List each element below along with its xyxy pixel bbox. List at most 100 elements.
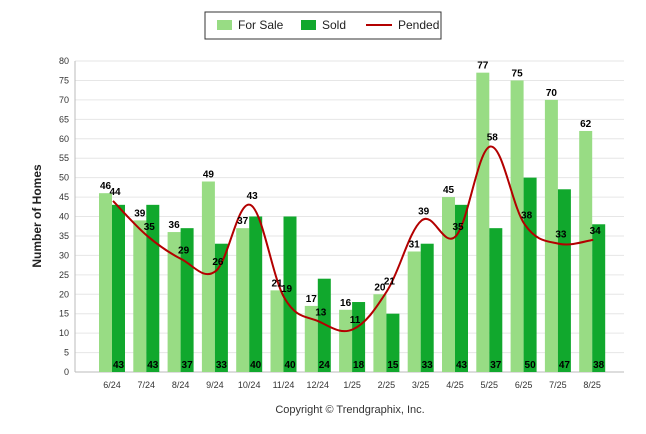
x-tick-label: 8/24 <box>172 380 190 390</box>
data-label-for-sale: 16 <box>340 298 352 309</box>
data-label-for-sale: 75 <box>512 68 524 79</box>
y-tick-label: 70 <box>59 95 69 105</box>
data-label-pended: 35 <box>452 222 464 233</box>
y-tick-label: 20 <box>59 289 69 299</box>
data-label-for-sale: 17 <box>306 294 318 305</box>
y-tick-label: 25 <box>59 270 69 280</box>
copyright-text: Copyright © Trendgraphix, Inc. <box>275 404 424 416</box>
bar-sold <box>489 228 503 372</box>
data-label-pended: 21 <box>384 276 396 287</box>
data-label-pended: 39 <box>418 206 430 217</box>
y-tick-label: 40 <box>59 212 69 222</box>
data-label-pended: 44 <box>109 187 121 198</box>
y-tick-label: 60 <box>59 134 69 144</box>
data-label-sold: 37 <box>182 360 194 371</box>
bars <box>99 72 606 372</box>
legend: For Sale Sold Pended <box>204 11 442 40</box>
y-tick-label: 0 <box>64 367 69 377</box>
bar-sold <box>214 243 228 372</box>
bar-sold <box>317 278 331 372</box>
legend-swatch-for-sale <box>217 20 232 30</box>
x-tick-label: 3/25 <box>412 380 430 390</box>
data-label-sold: 40 <box>284 360 296 371</box>
x-tick-label: 1/25 <box>343 380 361 390</box>
pended-line-group <box>112 145 594 333</box>
pended-line <box>112 145 594 333</box>
data-label-pended: 33 <box>555 230 567 241</box>
data-label-pended: 43 <box>247 191 259 202</box>
bar-for-sale <box>99 193 112 372</box>
y-tick-label: 50 <box>59 173 69 183</box>
data-label-pended: 38 <box>521 210 533 221</box>
bar-for-sale <box>167 232 181 372</box>
bar-sold <box>523 177 537 372</box>
data-label-for-sale: 20 <box>374 282 386 293</box>
x-tick-label: 5/25 <box>481 380 499 390</box>
data-label-sold: 38 <box>593 360 605 371</box>
data-label-for-sale: 62 <box>580 119 592 130</box>
y-tick-label: 30 <box>59 250 69 260</box>
data-label-pended: 35 <box>144 222 156 233</box>
data-label-sold: 50 <box>525 360 537 371</box>
data-label-for-sale: 36 <box>169 220 181 231</box>
y-tick-label: 55 <box>59 153 69 163</box>
bar-for-sale <box>579 130 593 372</box>
x-tick-label: 12/24 <box>307 380 330 390</box>
bar-sold <box>455 204 468 372</box>
y-axis-title: Number of Homes <box>30 164 44 268</box>
bar-for-sale <box>270 290 284 372</box>
data-label-sold: 18 <box>353 360 365 371</box>
legend-label-for-sale: For Sale <box>238 18 284 32</box>
x-tick-label: 4/25 <box>446 380 464 390</box>
data-label-sold: 43 <box>456 360 468 371</box>
x-tick-label: 10/24 <box>238 380 261 390</box>
data-label-sold: 24 <box>319 360 331 371</box>
data-label-pended: 34 <box>590 226 602 237</box>
bar-for-sale <box>201 181 215 372</box>
x-tick-label: 8/25 <box>583 380 601 390</box>
bar-for-sale <box>442 197 455 372</box>
bar-for-sale <box>304 305 318 372</box>
data-label-for-sale: 46 <box>100 181 112 192</box>
legend-label-sold: Sold <box>322 18 346 32</box>
y-tick-label: 75 <box>59 75 69 85</box>
y-tick-label: 35 <box>59 231 69 241</box>
data-label-for-sale: 77 <box>477 61 489 72</box>
x-tick-label: 9/24 <box>206 380 224 390</box>
bar-sold <box>592 224 606 372</box>
data-label-sold: 33 <box>216 360 228 371</box>
data-label-sold: 15 <box>387 360 399 371</box>
data-label-pended: 26 <box>212 257 224 268</box>
y-tick-label: 10 <box>59 328 69 338</box>
legend-swatch-sold <box>301 20 316 30</box>
data-label-sold: 43 <box>147 360 159 371</box>
y-tick-label: 80 <box>59 56 69 66</box>
bar-for-sale <box>373 294 387 372</box>
bar-for-sale <box>476 72 490 372</box>
legend-label-pended: Pended <box>398 18 439 32</box>
x-axis-ticks: 6/24 7/24 8/24 9/24 10/24 11/24 12/24 1/25 2/25 3… <box>103 380 601 390</box>
bar-sold <box>420 243 434 372</box>
data-label-pended: 11 <box>350 315 361 326</box>
x-tick-label: 7/24 <box>138 380 156 390</box>
data-labels: 46 43 39 43 36 37 49 33 37 40 21 40 17 24 16 18 20 15 31 33… <box>100 61 605 371</box>
data-label-pended: 58 <box>487 133 499 144</box>
bar-for-sale <box>510 80 524 372</box>
x-tick-label: 6/24 <box>103 380 121 390</box>
y-axis-ticks: 0 5 10 15 20 25 30 35 40 45 50 55 60 65 70 75 80 <box>59 56 69 377</box>
x-tick-label: 2/25 <box>378 380 396 390</box>
data-label-for-sale: 21 <box>271 278 283 289</box>
bar-sold <box>146 204 160 372</box>
data-label-sold: 43 <box>113 360 125 371</box>
legend-box <box>204 11 442 40</box>
y-tick-label: 15 <box>59 309 69 319</box>
data-label-for-sale: 37 <box>237 216 249 227</box>
data-label-pended: 29 <box>178 245 190 256</box>
data-label-for-sale: 31 <box>409 239 421 250</box>
data-label-pended: 13 <box>315 307 327 318</box>
data-label-pended: 19 <box>281 284 293 295</box>
bar-sold <box>112 204 125 372</box>
data-label-sold: 33 <box>422 360 434 371</box>
data-label-sold: 40 <box>250 360 262 371</box>
